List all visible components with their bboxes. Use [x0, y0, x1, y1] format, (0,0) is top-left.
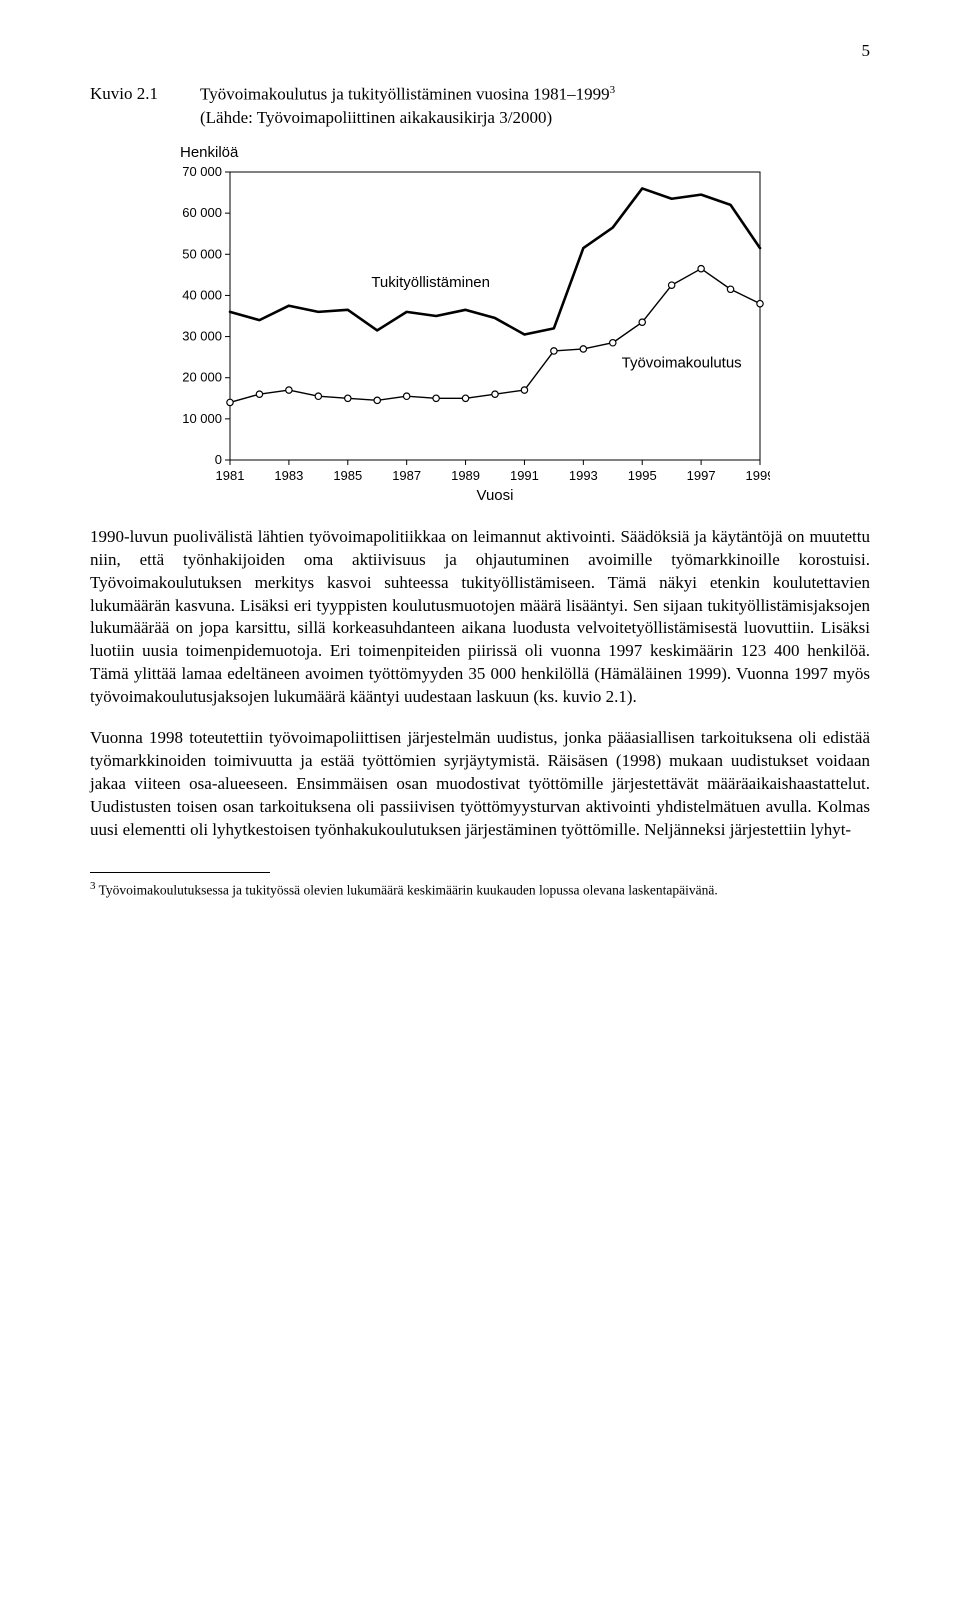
svg-text:Työvoimakoulutus: Työvoimakoulutus: [622, 354, 742, 371]
svg-text:1987: 1987: [392, 468, 421, 483]
svg-text:1993: 1993: [569, 468, 598, 483]
svg-text:1997: 1997: [687, 468, 716, 483]
svg-text:1999: 1999: [746, 468, 770, 483]
chart-container: Henkilöä 0 10 000 20 000 30 000 40 000 50 000…: [170, 143, 770, 505]
svg-text:1991: 1991: [510, 468, 539, 483]
svg-text:10 000: 10 000: [182, 411, 222, 426]
figure-source-line: (Lähde: Työvoimapoliittinen aikakausikir…: [200, 108, 552, 127]
svg-text:1985: 1985: [333, 468, 362, 483]
body-paragraph-1: 1990-luvun puolivälistä lähtien työvoima…: [90, 526, 870, 710]
figure-heading: Kuvio 2.1 Työvoimakoulutus ja tukityölli…: [90, 83, 870, 130]
figure-title: Työvoimakoulutus ja tukityöllistäminen v…: [200, 83, 870, 130]
svg-text:70 000: 70 000: [182, 166, 222, 179]
footnote-rule: [90, 872, 270, 873]
svg-text:40 000: 40 000: [182, 287, 222, 302]
footnote: 3 Työvoimakoulutuksessa ja tukityössä ol…: [90, 879, 870, 900]
body-paragraph-2: Vuonna 1998 toteutettiin työvoimapoliitt…: [90, 727, 870, 842]
svg-text:1981: 1981: [216, 468, 245, 483]
svg-text:30 000: 30 000: [182, 328, 222, 343]
svg-text:60 000: 60 000: [182, 205, 222, 220]
figure-title-text: Työvoimakoulutus ja tukityöllistäminen v…: [200, 85, 610, 104]
svg-text:50 000: 50 000: [182, 246, 222, 261]
line-chart: 0 10 000 20 000 30 000 40 000 50 000 60 000 70 …: [170, 166, 770, 506]
svg-text:20 000: 20 000: [182, 369, 222, 384]
figure-source-ref: 3: [610, 84, 616, 96]
svg-text:1989: 1989: [451, 468, 480, 483]
svg-text:1983: 1983: [274, 468, 303, 483]
svg-text:Vuosi: Vuosi: [477, 487, 514, 504]
svg-text:0: 0: [215, 452, 222, 467]
chart-y-title: Henkilöä: [180, 143, 770, 163]
svg-text:1995: 1995: [628, 468, 657, 483]
page-number: 5: [90, 40, 870, 63]
figure-label: Kuvio 2.1: [90, 83, 200, 130]
footnote-text: Työvoimakoulutuksessa ja tukityössä olev…: [96, 882, 718, 897]
svg-text:Tukityöllistäminen: Tukityöllistäminen: [371, 274, 490, 291]
